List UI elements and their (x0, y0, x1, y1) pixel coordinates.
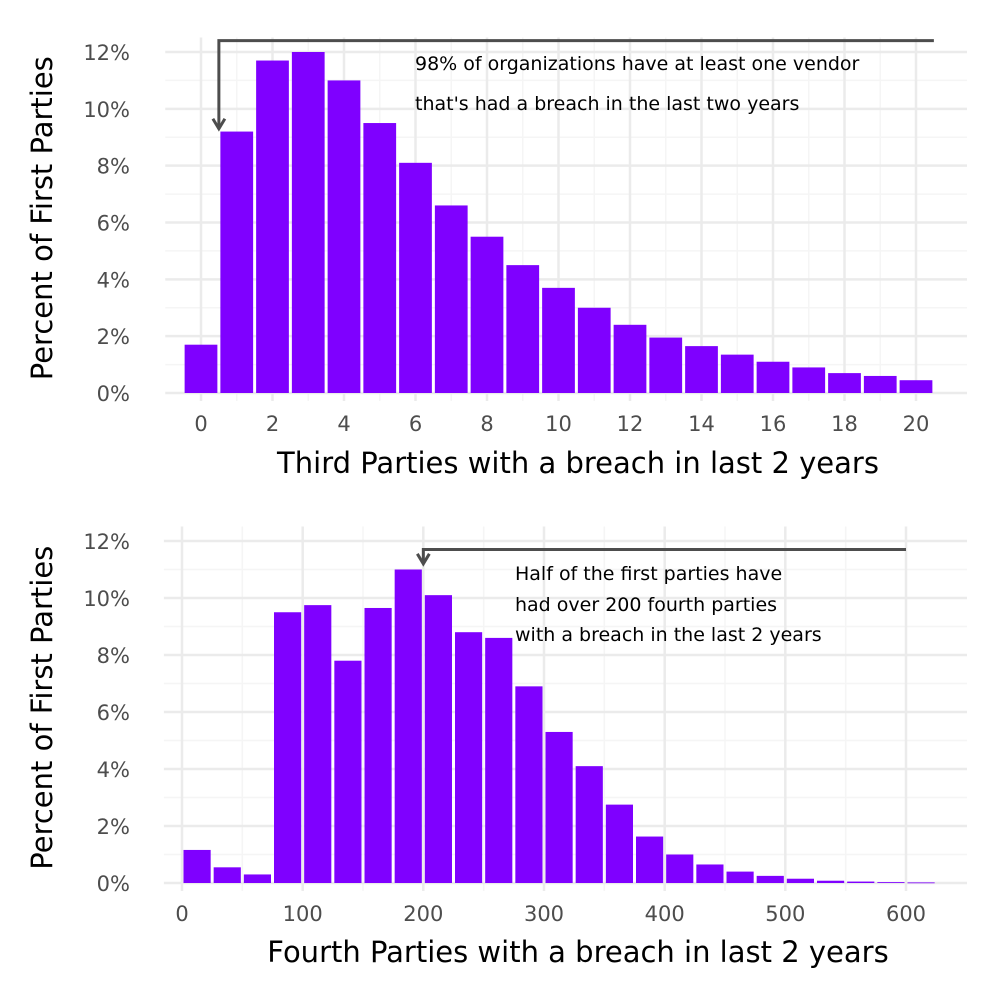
bar (291, 52, 325, 393)
x-tick-label: 12 (617, 412, 644, 436)
annotation-arrow (217, 39, 934, 129)
x-tick-label: 0 (175, 902, 188, 926)
y-tick-label: 12% (83, 41, 130, 65)
bar (515, 686, 543, 883)
y-tick-label: 10% (83, 587, 130, 611)
bar (636, 836, 664, 883)
bar (399, 162, 432, 393)
arrowhead-icon (211, 117, 227, 132)
bar (726, 871, 754, 883)
bar (575, 766, 603, 883)
x-axis-title: Third Parties with a breach in last 2 ye… (276, 446, 879, 480)
bar (183, 849, 211, 883)
bar (863, 375, 897, 393)
chart-panel-2: 0% 2% 4% 6% 8% 10% 12% 0 100 200 300 400 500 600 Fourt… (25, 526, 967, 969)
bar (274, 612, 302, 883)
y-tick-label: 4% (97, 268, 130, 292)
bar (542, 287, 575, 393)
y-tick-label: 0% (97, 872, 130, 896)
bar (786, 878, 814, 883)
x-tick-label: 20 (903, 412, 930, 436)
x-tick-label: 8 (480, 412, 493, 436)
bar (363, 123, 397, 394)
x-tick-label: 300 (524, 902, 564, 926)
bar (184, 344, 218, 393)
bar (756, 875, 784, 883)
bar (256, 60, 289, 394)
annotation-text: 98% of organizations have at least one v… (415, 53, 860, 75)
bar (394, 569, 422, 883)
chart-panel-1: 0% 2% 4% 6% 8% 10% 12% 0 2 4 6 8 10 12 14 16 18 20 Third P… (25, 37, 967, 480)
x-axis-title: Fourth Parties with a breach in last 2 y… (267, 935, 888, 969)
bar (792, 367, 826, 393)
x-tick-label: 2 (266, 412, 279, 436)
bar (334, 660, 362, 883)
x-tick-label: 200 (403, 902, 443, 926)
bar (434, 205, 468, 393)
bar (327, 80, 361, 394)
bar (545, 731, 573, 883)
annotation-text: with a breach in the last 2 years (515, 624, 822, 646)
bar (470, 236, 504, 393)
x-tick-label: 100 (283, 902, 323, 926)
bar (220, 131, 254, 394)
y-axis-title: Percent of First Parties (25, 56, 59, 380)
y-tick-label: 12% (83, 530, 130, 554)
annotation-text: Half of the first parties have (515, 563, 782, 585)
bar (424, 595, 452, 883)
bar (720, 354, 754, 393)
y-tick-label: 8% (97, 155, 130, 179)
x-tick-label: 10 (545, 412, 572, 436)
x-tick-label: 0 (194, 412, 207, 436)
annotation-text: that's had a breach in the last two year… (415, 93, 799, 115)
bar (666, 854, 694, 883)
bar (649, 337, 683, 393)
bar (899, 380, 933, 393)
x-tick-label: 400 (645, 902, 685, 926)
bar (613, 324, 647, 393)
bar (817, 880, 845, 883)
bar (485, 637, 513, 883)
y-tick-label: 2% (97, 815, 130, 839)
bar (828, 373, 861, 393)
y-tick-label: 0% (97, 382, 130, 406)
x-tick-label: 500 (765, 902, 805, 926)
y-tick-label: 4% (97, 758, 130, 782)
x-tick-label: 4 (337, 412, 350, 436)
bar (847, 881, 875, 883)
bar (907, 882, 935, 884)
y-tick-label: 8% (97, 644, 130, 668)
annotation-arrow (421, 548, 906, 564)
x-tick-label: 14 (688, 412, 715, 436)
y-axis-title: Percent of First Parties (25, 546, 59, 870)
arrowhead-icon (416, 553, 431, 567)
bar (605, 804, 633, 883)
x-tick-label: 18 (831, 412, 858, 436)
y-tick-label: 10% (83, 98, 130, 122)
y-tick-label: 2% (97, 325, 130, 349)
bar (756, 361, 790, 393)
bar (506, 265, 540, 393)
bar (877, 882, 905, 883)
bar (577, 307, 611, 393)
bar (364, 607, 392, 883)
bar (696, 864, 724, 883)
bar (213, 867, 241, 883)
bar (304, 605, 332, 883)
bar (243, 874, 271, 883)
annotation-text: had over 200 fourth parties (515, 594, 777, 616)
x-tick-label: 6 (409, 412, 422, 436)
x-tick-label: 600 (886, 902, 926, 926)
x-tick-label: 16 (760, 412, 787, 436)
y-tick-label: 6% (97, 701, 130, 725)
bar (685, 346, 718, 393)
y-tick-label: 6% (97, 212, 130, 236)
bar (455, 632, 483, 883)
